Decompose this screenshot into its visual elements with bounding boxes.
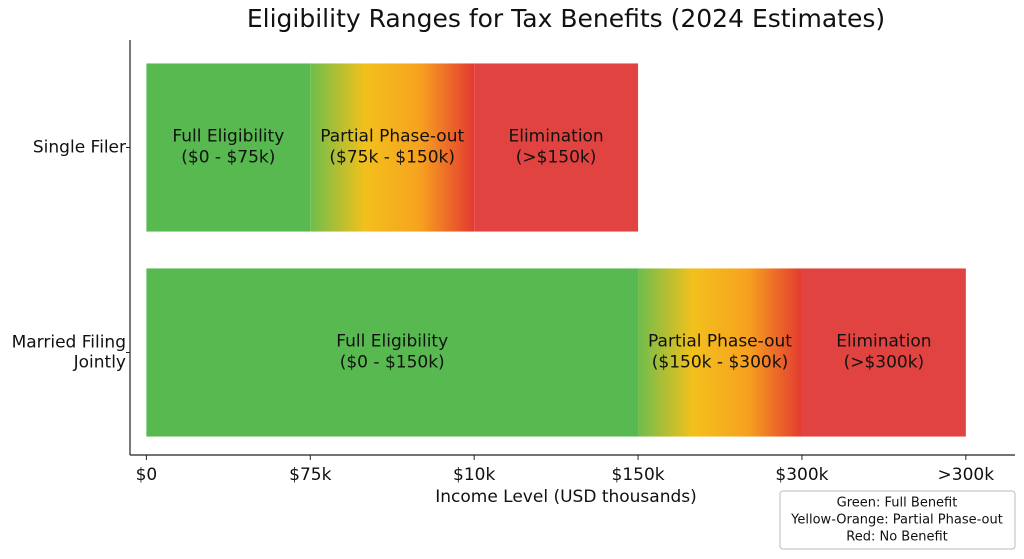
y-tick-label: Single Filer [33,138,126,158]
segment-range: ($75k - $150k) [329,148,455,168]
bar-segment [146,268,639,437]
x-tick-label: $0 [136,465,158,485]
segment-name: Partial Phase-out [320,127,464,147]
bar-segment [474,63,639,232]
legend-text: Yellow-Orange: Partial Phase-out [790,513,1003,528]
bar-segment [638,268,802,437]
x-tick-label: $10k [453,465,495,485]
segment-range: (>$300k) [844,353,925,373]
segment-name: Partial Phase-out [648,332,792,352]
legend-text: Red: No Benefit [846,530,947,545]
segment-range: (>$150k) [516,148,597,168]
x-tick-label: >300k [938,465,995,485]
segment-name: Elimination [836,332,931,352]
bar-segment [146,63,311,232]
segment-range: ($0 - $150k) [340,353,445,373]
x-tick-label: $150k [612,465,665,485]
chart-title: Eligibility Ranges for Tax Benefits (202… [247,4,885,33]
legend-box [779,490,1016,550]
y-tick-label: Married Filing Jointly [12,333,126,373]
segment-name: Elimination [508,127,603,147]
legend-text: Green: Full Benefit [837,496,958,511]
segment-name: Full Eligibility [172,127,284,147]
x-tick-label: $300k [775,465,828,485]
x-tick-label: $75k [289,465,331,485]
segment-range: ($0 - $75k) [181,148,275,168]
bar-segment [310,63,475,232]
segment-range: ($150k - $300k) [652,353,788,373]
segment-name: Full Eligibility [336,332,448,352]
bar-segment [801,268,966,437]
x-axis-label: Income Level (USD thousands) [435,487,697,507]
